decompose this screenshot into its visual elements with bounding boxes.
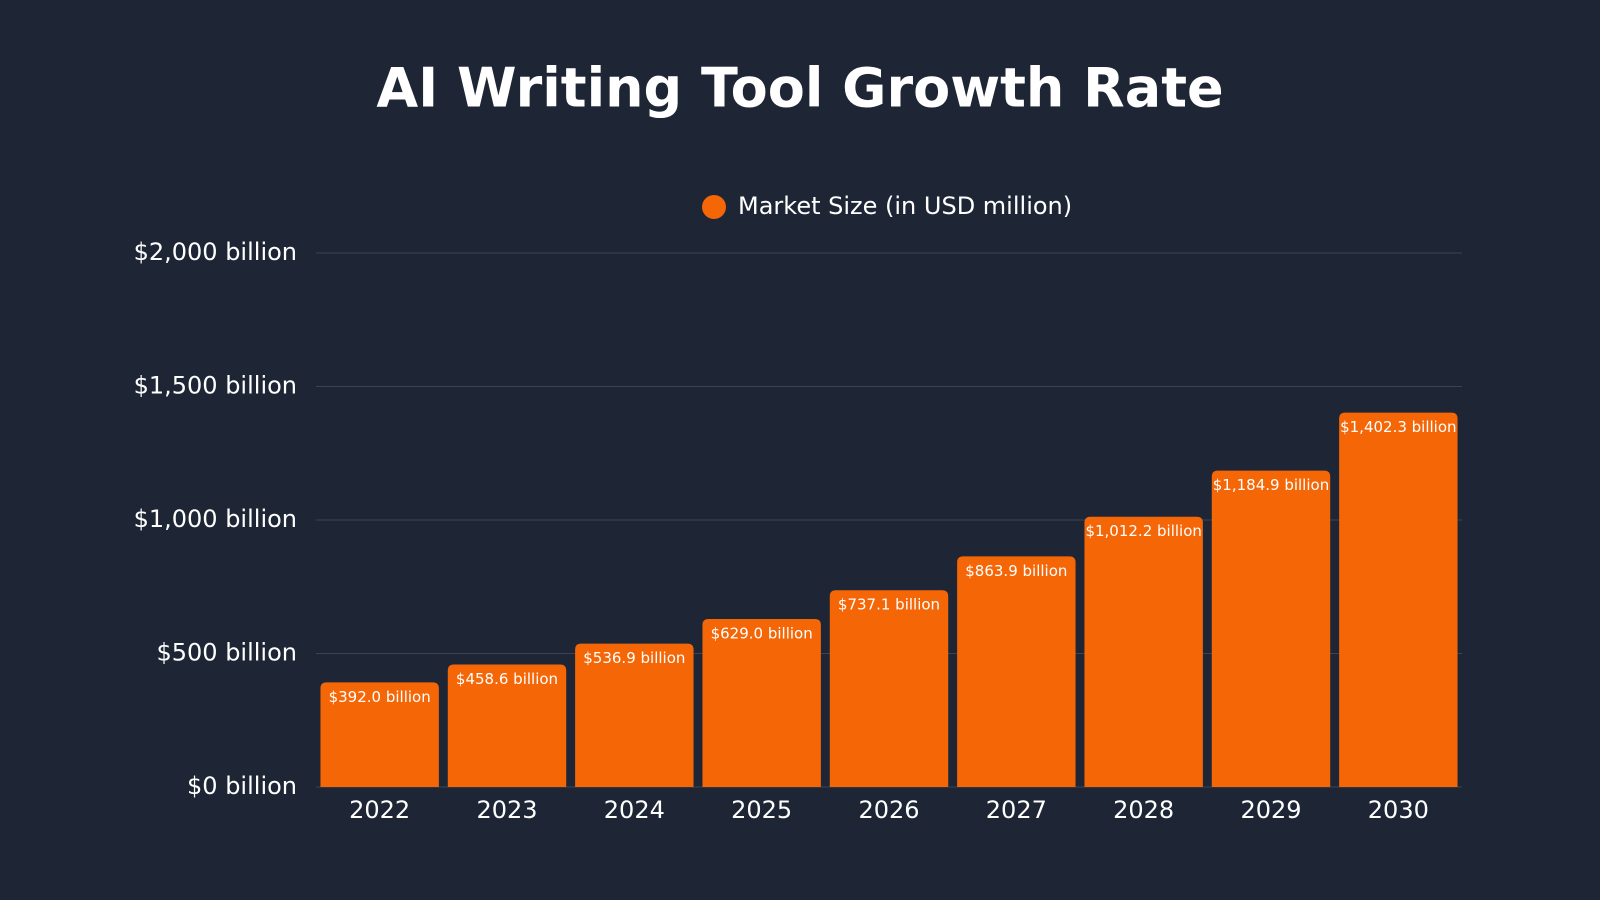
bar bbox=[1211, 470, 1331, 787]
data-label: $737.1 billion bbox=[838, 596, 940, 614]
y-tick-label: $0 billion bbox=[187, 772, 297, 800]
bar bbox=[829, 590, 949, 787]
data-label: $1,184.9 billion bbox=[1213, 476, 1329, 494]
x-tick-label: 2026 bbox=[858, 796, 919, 824]
x-tick-label: 2022 bbox=[349, 796, 410, 824]
x-tick-label: 2029 bbox=[1240, 796, 1301, 824]
data-label: $1,402.3 billion bbox=[1340, 418, 1456, 436]
bar bbox=[957, 556, 1076, 787]
legend-label: Market Size (in USD million) bbox=[738, 192, 1072, 220]
bar bbox=[320, 682, 439, 787]
x-tick-label: 2023 bbox=[476, 796, 537, 824]
bar bbox=[1339, 412, 1458, 787]
x-tick-label: 2028 bbox=[1113, 796, 1174, 824]
data-label: $629.0 billion bbox=[711, 625, 813, 643]
y-tick-label: $1,000 billion bbox=[134, 505, 297, 533]
data-label: $458.6 billion bbox=[456, 670, 558, 688]
legend-marker bbox=[702, 195, 726, 219]
data-label: $1,012.2 billion bbox=[1085, 522, 1201, 540]
data-label: $863.9 billion bbox=[965, 562, 1067, 580]
x-tick-label: 2030 bbox=[1368, 796, 1429, 824]
bar bbox=[447, 664, 567, 787]
x-tick-label: 2027 bbox=[986, 796, 1047, 824]
data-label: $392.0 billion bbox=[329, 688, 431, 706]
y-tick-label: $1,500 billion bbox=[134, 372, 297, 400]
y-tick-label: $500 billion bbox=[156, 639, 297, 667]
y-tick-label: $2,000 billion bbox=[134, 238, 297, 266]
bar bbox=[575, 643, 694, 787]
bar bbox=[1084, 516, 1203, 787]
data-label: $536.9 billion bbox=[583, 649, 685, 667]
x-tick-label: 2025 bbox=[731, 796, 792, 824]
chart-title: AI Writing Tool Growth Rate bbox=[376, 57, 1223, 120]
bar bbox=[702, 619, 821, 787]
x-tick-label: 2024 bbox=[604, 796, 665, 824]
